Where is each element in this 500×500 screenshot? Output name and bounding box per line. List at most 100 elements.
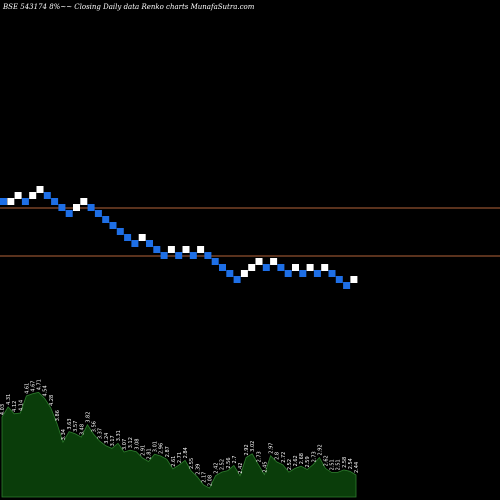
down-brick	[102, 216, 110, 223]
volume-value-label: 3.24	[104, 433, 110, 444]
up-brick	[73, 204, 80, 211]
down-brick	[131, 240, 139, 247]
volume-value-label: 2.17	[201, 472, 207, 483]
renko-bricks	[0, 186, 358, 289]
volume-value-label: 2.91	[140, 445, 146, 456]
volume-value-label: 4.12	[12, 401, 18, 412]
volume-value-label: 2.61	[171, 456, 177, 467]
volume-value-label: 2.58	[342, 457, 348, 468]
volume-value-label: 3.01	[153, 441, 159, 452]
up-brick	[306, 264, 314, 271]
volume-value-label: 3.02	[250, 441, 256, 452]
volume-value-label: 2.44	[354, 462, 360, 473]
volume-value-label: 2.87	[165, 446, 171, 457]
down-brick	[153, 246, 161, 253]
volume-value-label: 3.07	[122, 439, 128, 450]
up-brick	[292, 264, 299, 271]
volume-value-label: 2.71	[177, 452, 183, 463]
chart-title: BSE 543174 8%~~ Closing Daily data Renko…	[2, 3, 255, 11]
volume-value-label: 2.54	[348, 458, 354, 469]
up-brick	[36, 186, 44, 193]
volume-value-label: 2.84	[183, 447, 189, 458]
down-brick	[299, 270, 307, 277]
up-brick	[14, 192, 22, 199]
level-lines	[0, 207, 500, 257]
up-brick	[270, 258, 278, 265]
down-brick	[21, 198, 29, 205]
volume-value-label: 2.42	[238, 463, 244, 474]
volume-value-label: 2.72	[281, 452, 287, 463]
up-brick	[29, 192, 37, 199]
volume-value-label: 4.14	[18, 400, 24, 411]
volume-value-label: 3.31	[116, 430, 122, 441]
up-brick	[321, 264, 329, 271]
volume-value-label: 2.92	[317, 444, 323, 455]
down-brick	[0, 198, 7, 205]
volume-value-label: 3.17	[110, 435, 116, 446]
down-brick	[277, 264, 285, 271]
volume-value-label: 3.86	[55, 410, 61, 421]
down-brick	[343, 282, 351, 289]
volume-value-label: 2.39	[195, 464, 201, 475]
up-brick	[248, 264, 256, 271]
down-brick	[313, 270, 321, 277]
volume-value-label: 2.62	[293, 455, 299, 466]
down-brick	[189, 252, 197, 259]
volume-value-label: 2.97	[269, 443, 275, 454]
down-brick	[94, 210, 102, 217]
volume-value-label: 2.73	[311, 451, 317, 462]
down-brick	[262, 264, 270, 271]
down-brick	[51, 198, 59, 205]
volume-value-label: 2.51	[330, 459, 336, 470]
volume-value-label: 3.34	[61, 429, 67, 440]
down-brick	[65, 210, 73, 217]
down-brick	[109, 222, 117, 229]
up-brick	[350, 276, 358, 283]
volume-value-label: 2.56	[226, 457, 232, 468]
volume-value-label: 2.08	[208, 475, 214, 486]
volume-value-label: 2.92	[244, 444, 250, 455]
down-brick	[335, 276, 343, 283]
volume-value-label: 3.82	[85, 412, 91, 423]
volume-value-label: 3.12	[128, 437, 134, 448]
volume-value-label: 2.42	[214, 463, 220, 474]
up-brick	[7, 198, 15, 205]
volume-value-label: 4.67	[31, 381, 37, 392]
volume-value-label: 2.55	[189, 458, 195, 469]
down-brick	[233, 276, 241, 283]
volume-value-label: 2.7	[232, 456, 238, 464]
volume-value-label: 4.03	[0, 404, 6, 415]
up-brick	[167, 246, 175, 253]
volume-value-label: 2.81	[147, 448, 153, 459]
volume-value-label: 3.63	[67, 418, 73, 429]
down-brick	[211, 258, 219, 265]
volume-value-label: 4.28	[49, 395, 55, 406]
volume-value-label: 2.59	[305, 456, 311, 467]
volume-area-path	[1, 391, 357, 498]
volume-value-label: 2.45	[262, 461, 268, 472]
volume-value-label: 3.48	[79, 424, 85, 435]
up-brick	[197, 246, 205, 253]
volume-value-label: 4.71	[37, 379, 43, 390]
volume-value-label: 2.96	[159, 443, 165, 454]
volume-value-label: 4.31	[6, 394, 12, 405]
down-brick	[204, 252, 212, 259]
down-brick	[87, 204, 95, 211]
up-brick	[255, 258, 263, 265]
volume-value-label: 4.61	[24, 383, 30, 394]
down-brick	[124, 234, 132, 241]
down-brick	[43, 192, 51, 199]
up-brick	[80, 198, 88, 205]
volume-value-label: 3.57	[73, 421, 79, 432]
volume-value-label: 3.08	[134, 439, 140, 450]
down-brick	[328, 270, 336, 277]
volume-value-label: 2.52	[287, 459, 293, 470]
down-brick	[116, 228, 124, 235]
up-brick	[240, 270, 248, 277]
volume-value-label: 2.68	[299, 453, 305, 464]
down-brick	[146, 240, 153, 247]
volume-value-label: 4.54	[43, 385, 49, 396]
